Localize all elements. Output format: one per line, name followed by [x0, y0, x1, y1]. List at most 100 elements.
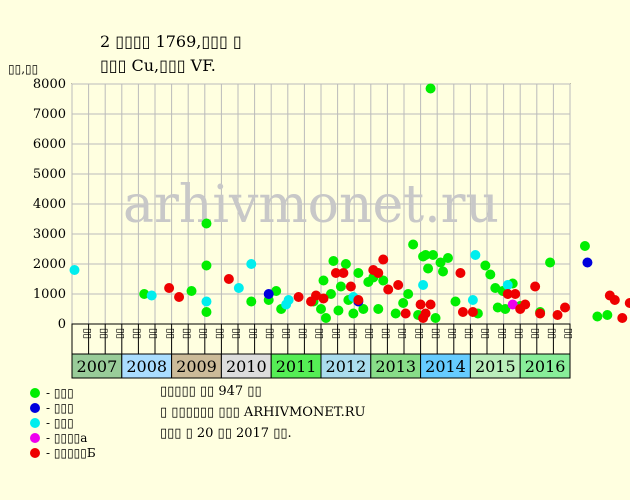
- year-cell-2016: [519, 353, 571, 379]
- data-point-series-0: [373, 304, 384, 314]
- legend-label: - ▯▯▯▯▯Б: [46, 446, 96, 460]
- month-tick-label: ▯▯: [430, 328, 441, 339]
- year-cell-2015: [469, 353, 521, 379]
- chart-title-line-1: 2 ▯▯▯▯ 1769,▯▯▯ ▯: [100, 32, 242, 51]
- data-point-series-4: [535, 308, 546, 319]
- data-point-series-0: [430, 313, 441, 323]
- data-point-series-0: [579, 241, 590, 251]
- year-label-2010: 2010: [226, 357, 267, 376]
- year-label-2012: 2012: [326, 357, 367, 376]
- year-cell-2010: [220, 353, 272, 379]
- month-tick-label: ▯▯: [115, 328, 126, 339]
- data-point-series-0: [592, 311, 603, 322]
- data-point-series-2: [201, 296, 212, 307]
- year-label-2016: 2016: [525, 357, 566, 376]
- data-point-series-2: [418, 280, 429, 290]
- data-point-series-4: [457, 307, 468, 317]
- data-point-series-0: [492, 302, 503, 313]
- y-tick-label: 1000: [33, 287, 66, 302]
- month-tick-label: ▯▯: [380, 328, 391, 339]
- data-point-series-4: [330, 268, 341, 278]
- data-point-series-2: [283, 295, 294, 305]
- data-point-series-4: [467, 307, 478, 317]
- y-tick-label: 6000: [33, 137, 66, 152]
- month-tick-label: ▯▯: [164, 328, 175, 339]
- month-tick-label: ▯▯: [81, 328, 92, 339]
- data-point-series-4: [378, 254, 389, 265]
- month-tick-label: ▯▯: [314, 328, 325, 339]
- data-point-series-2: [146, 290, 157, 301]
- data-point-series-1: [263, 289, 274, 299]
- month-tick-label: ▯▯: [214, 328, 225, 339]
- data-point-series-0: [139, 289, 150, 299]
- year-cell-2011: [270, 353, 322, 379]
- month-tick-label: ▯▯: [347, 328, 358, 339]
- year-label-2008: 2008: [126, 357, 167, 376]
- month-tick-label: ▯▯: [181, 328, 192, 339]
- data-point-series-4: [420, 308, 431, 319]
- data-point-series-0: [425, 83, 436, 94]
- month-tick-label: ▯▯: [297, 328, 308, 339]
- legend-item: - ▯▯▯▯▯Б: [30, 446, 96, 460]
- data-point-series-4: [345, 281, 356, 292]
- year-cell-2007: [71, 353, 123, 379]
- data-point-series-4: [338, 268, 349, 278]
- year-label-2009: 2009: [176, 357, 217, 376]
- month-tick-label: ▯▯: [364, 328, 375, 339]
- data-point-series-4: [502, 289, 513, 299]
- data-point-series-4: [520, 299, 531, 310]
- legend-item: - ▯▯▯: [30, 401, 74, 415]
- data-point-series-0: [450, 296, 461, 307]
- data-point-series-0: [325, 289, 336, 299]
- month-tick-label: ▯▯: [247, 328, 258, 339]
- month-tick-label: ▯▯: [281, 328, 292, 339]
- data-point-series-0: [335, 281, 346, 292]
- legend-label: - ▯▯▯: [46, 401, 74, 415]
- legend-marker: [30, 433, 40, 443]
- note-line: ▯▯▯▯▯ ▯▯ 947 ▯▯: [160, 384, 262, 399]
- y-tick-label: 0: [58, 317, 66, 332]
- y-tick-label: 4000: [33, 197, 66, 212]
- legend-label: - ▯▯▯: [46, 416, 74, 430]
- month-tick-label: ▯▯: [397, 328, 408, 339]
- legend-marker: [30, 388, 40, 398]
- month-tick-label: ▯▯: [546, 328, 557, 339]
- data-point-series-0: [378, 275, 389, 286]
- data-point-series-4: [174, 292, 185, 302]
- data-point-series-4: [393, 280, 404, 290]
- data-point-series-4: [373, 268, 384, 278]
- month-tick-label: ▯▯: [148, 328, 159, 339]
- legend-marker: [30, 403, 40, 413]
- data-point-series-0: [348, 308, 359, 319]
- data-point-series-0: [438, 266, 449, 277]
- data-point-series-0: [340, 259, 351, 269]
- month-tick-label: ▯▯: [496, 328, 507, 339]
- y-tick-label: 2000: [33, 257, 66, 272]
- data-point-series-2: [69, 265, 80, 275]
- data-point-series-4: [455, 268, 466, 278]
- month-tick-label: ▯▯: [563, 328, 574, 339]
- data-point-series-0: [403, 289, 414, 299]
- data-point-series-2: [502, 280, 513, 290]
- legend-marker: [30, 418, 40, 428]
- data-point-series-0: [442, 253, 453, 263]
- data-point-series-4: [510, 289, 521, 299]
- data-point-series-0: [320, 313, 331, 323]
- data-point-series-0: [602, 310, 613, 320]
- data-point-series-0: [201, 307, 212, 317]
- legend-item: - ▯▯▯▯а: [30, 431, 87, 445]
- data-point-series-0: [316, 304, 326, 314]
- data-point-series-0: [485, 269, 496, 280]
- data-point-series-4: [293, 292, 304, 302]
- month-tick-label: ▯▯: [98, 328, 109, 339]
- data-point-series-4: [223, 274, 234, 284]
- data-point-series-0: [328, 256, 339, 266]
- data-point-series-4: [425, 299, 436, 310]
- data-point-series-0: [408, 239, 419, 250]
- chart-title-line-2: ▯▯▯ Cu,▯▯▯ VF.: [100, 56, 216, 75]
- month-tick-label: ▯▯: [513, 328, 524, 339]
- legend-label: - ▯▯▯▯а: [46, 431, 88, 445]
- data-point-series-4: [164, 283, 175, 293]
- year-label-2014: 2014: [425, 357, 466, 376]
